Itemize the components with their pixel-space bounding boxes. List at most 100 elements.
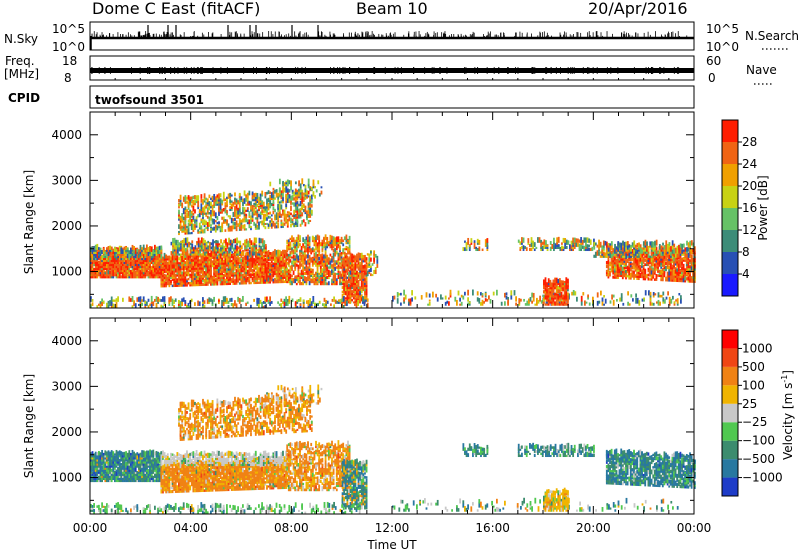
- power-data-cell: [286, 273, 289, 278]
- power-data-cell: [617, 275, 619, 279]
- power-data-cell: [267, 202, 270, 209]
- power-data-cell: [264, 264, 267, 270]
- power-data-cell: [649, 291, 652, 296]
- power-data-cell: [246, 273, 249, 277]
- power-data-cell: [94, 267, 97, 271]
- power-data-cell: [555, 277, 558, 284]
- power-data-cell: [343, 276, 346, 281]
- power-data-cell: [285, 213, 288, 220]
- power-data-cell: [144, 267, 147, 271]
- power-data-cell: [117, 261, 119, 265]
- power-data-cell: [288, 217, 291, 222]
- power-data-cell: [234, 223, 236, 228]
- power-data-cell: [307, 213, 310, 216]
- power-data-cell: [641, 260, 643, 266]
- power-data-cell: [166, 256, 169, 261]
- power-data-cell: [101, 271, 103, 275]
- power-data-cell: [253, 246, 256, 252]
- power-data-cell: [652, 261, 655, 267]
- power-data-cell: [204, 251, 206, 256]
- power-data-cell: [243, 224, 246, 227]
- power-data-cell: [560, 301, 563, 304]
- power-data-cell: [158, 258, 161, 262]
- power-data-cell: [351, 253, 354, 259]
- power-data-cell: [481, 292, 484, 296]
- power-data-cell: [266, 257, 268, 262]
- power-data-cell: [659, 294, 661, 298]
- power-data-cell: [180, 253, 182, 256]
- power-data-cell: [256, 200, 259, 204]
- power-data-cell: [158, 262, 161, 267]
- power-data-cell: [96, 265, 99, 269]
- power-data-cell: [260, 245, 262, 250]
- power-data-cell: [187, 272, 190, 277]
- power-data-cell: [611, 294, 613, 300]
- power-data-cell: [297, 255, 300, 261]
- power-data-cell: [261, 238, 264, 244]
- power-data-cell: [641, 254, 643, 258]
- power-data-cell: [141, 269, 143, 273]
- power-data-cell: [374, 253, 377, 258]
- power-data-cell: [231, 251, 234, 254]
- power-data-cell: [240, 272, 243, 277]
- power-data-cell: [352, 286, 355, 292]
- power-data-cell: [182, 196, 185, 202]
- power-data-cell: [256, 203, 259, 208]
- power-data-cell: [200, 274, 203, 278]
- power-data-cell: [292, 249, 295, 255]
- power-data-cell: [181, 260, 184, 265]
- power-data-cell: [250, 208, 252, 212]
- power-data-cell: [98, 251, 100, 254]
- power-data-cell: [310, 248, 313, 253]
- power-data-cell: [218, 260, 220, 263]
- power-data-cell: [425, 292, 428, 298]
- power-data-cell: [560, 284, 563, 288]
- power-data-cell: [282, 180, 284, 185]
- power-data-cell: [615, 265, 618, 271]
- power-data-cell: [428, 301, 431, 306]
- power-data-cell: [286, 276, 289, 282]
- power-data-cell: [296, 201, 299, 205]
- power-data-cell: [195, 225, 198, 228]
- power-data-cell: [157, 254, 159, 261]
- power-data-cell: [323, 275, 325, 280]
- power-data-cell: [296, 206, 299, 211]
- power-data-cell: [130, 275, 132, 279]
- power-data-cell: [294, 255, 297, 259]
- power-data-cell: [238, 264, 241, 269]
- power-data-cell: [234, 264, 236, 269]
- power-data-cell: [282, 249, 284, 255]
- power-data-cell: [123, 259, 126, 265]
- power-data-cell: [139, 263, 142, 267]
- power-data-cell: [348, 239, 351, 245]
- power-data-cell: [251, 211, 254, 216]
- power-data-cell: [409, 298, 412, 304]
- power-data-cell: [211, 206, 214, 213]
- power-data-cell: [256, 214, 259, 218]
- power-data-cell: [636, 267, 639, 272]
- power-data-cell: [134, 260, 137, 265]
- power-data-cell: [303, 250, 306, 253]
- power-data-cell: [157, 276, 159, 279]
- power-data-cell: [216, 247, 219, 252]
- power-data-cell: [194, 273, 196, 277]
- power-data-cell: [213, 205, 216, 209]
- power-data-cell: [102, 270, 105, 273]
- power-data-cell: [373, 254, 376, 258]
- power-data-cell: [128, 269, 131, 273]
- power-data-cell: [310, 194, 313, 200]
- power-data-cell: [266, 217, 268, 221]
- power-data-cell: [299, 261, 301, 267]
- power-data-cell: [234, 258, 236, 263]
- power-data-cell: [128, 267, 131, 271]
- power-data-cell: [308, 279, 311, 286]
- power-data-cell: [165, 266, 168, 269]
- power-data-cell: [563, 293, 566, 298]
- power-data-cell: [210, 281, 212, 286]
- power-data-cell: [307, 214, 310, 219]
- power-data-cell: [295, 275, 298, 280]
- power-data-cell: [319, 242, 322, 247]
- power-data-cell: [229, 259, 232, 263]
- power-data-cell: [250, 273, 252, 279]
- power-data-cell: [557, 286, 560, 290]
